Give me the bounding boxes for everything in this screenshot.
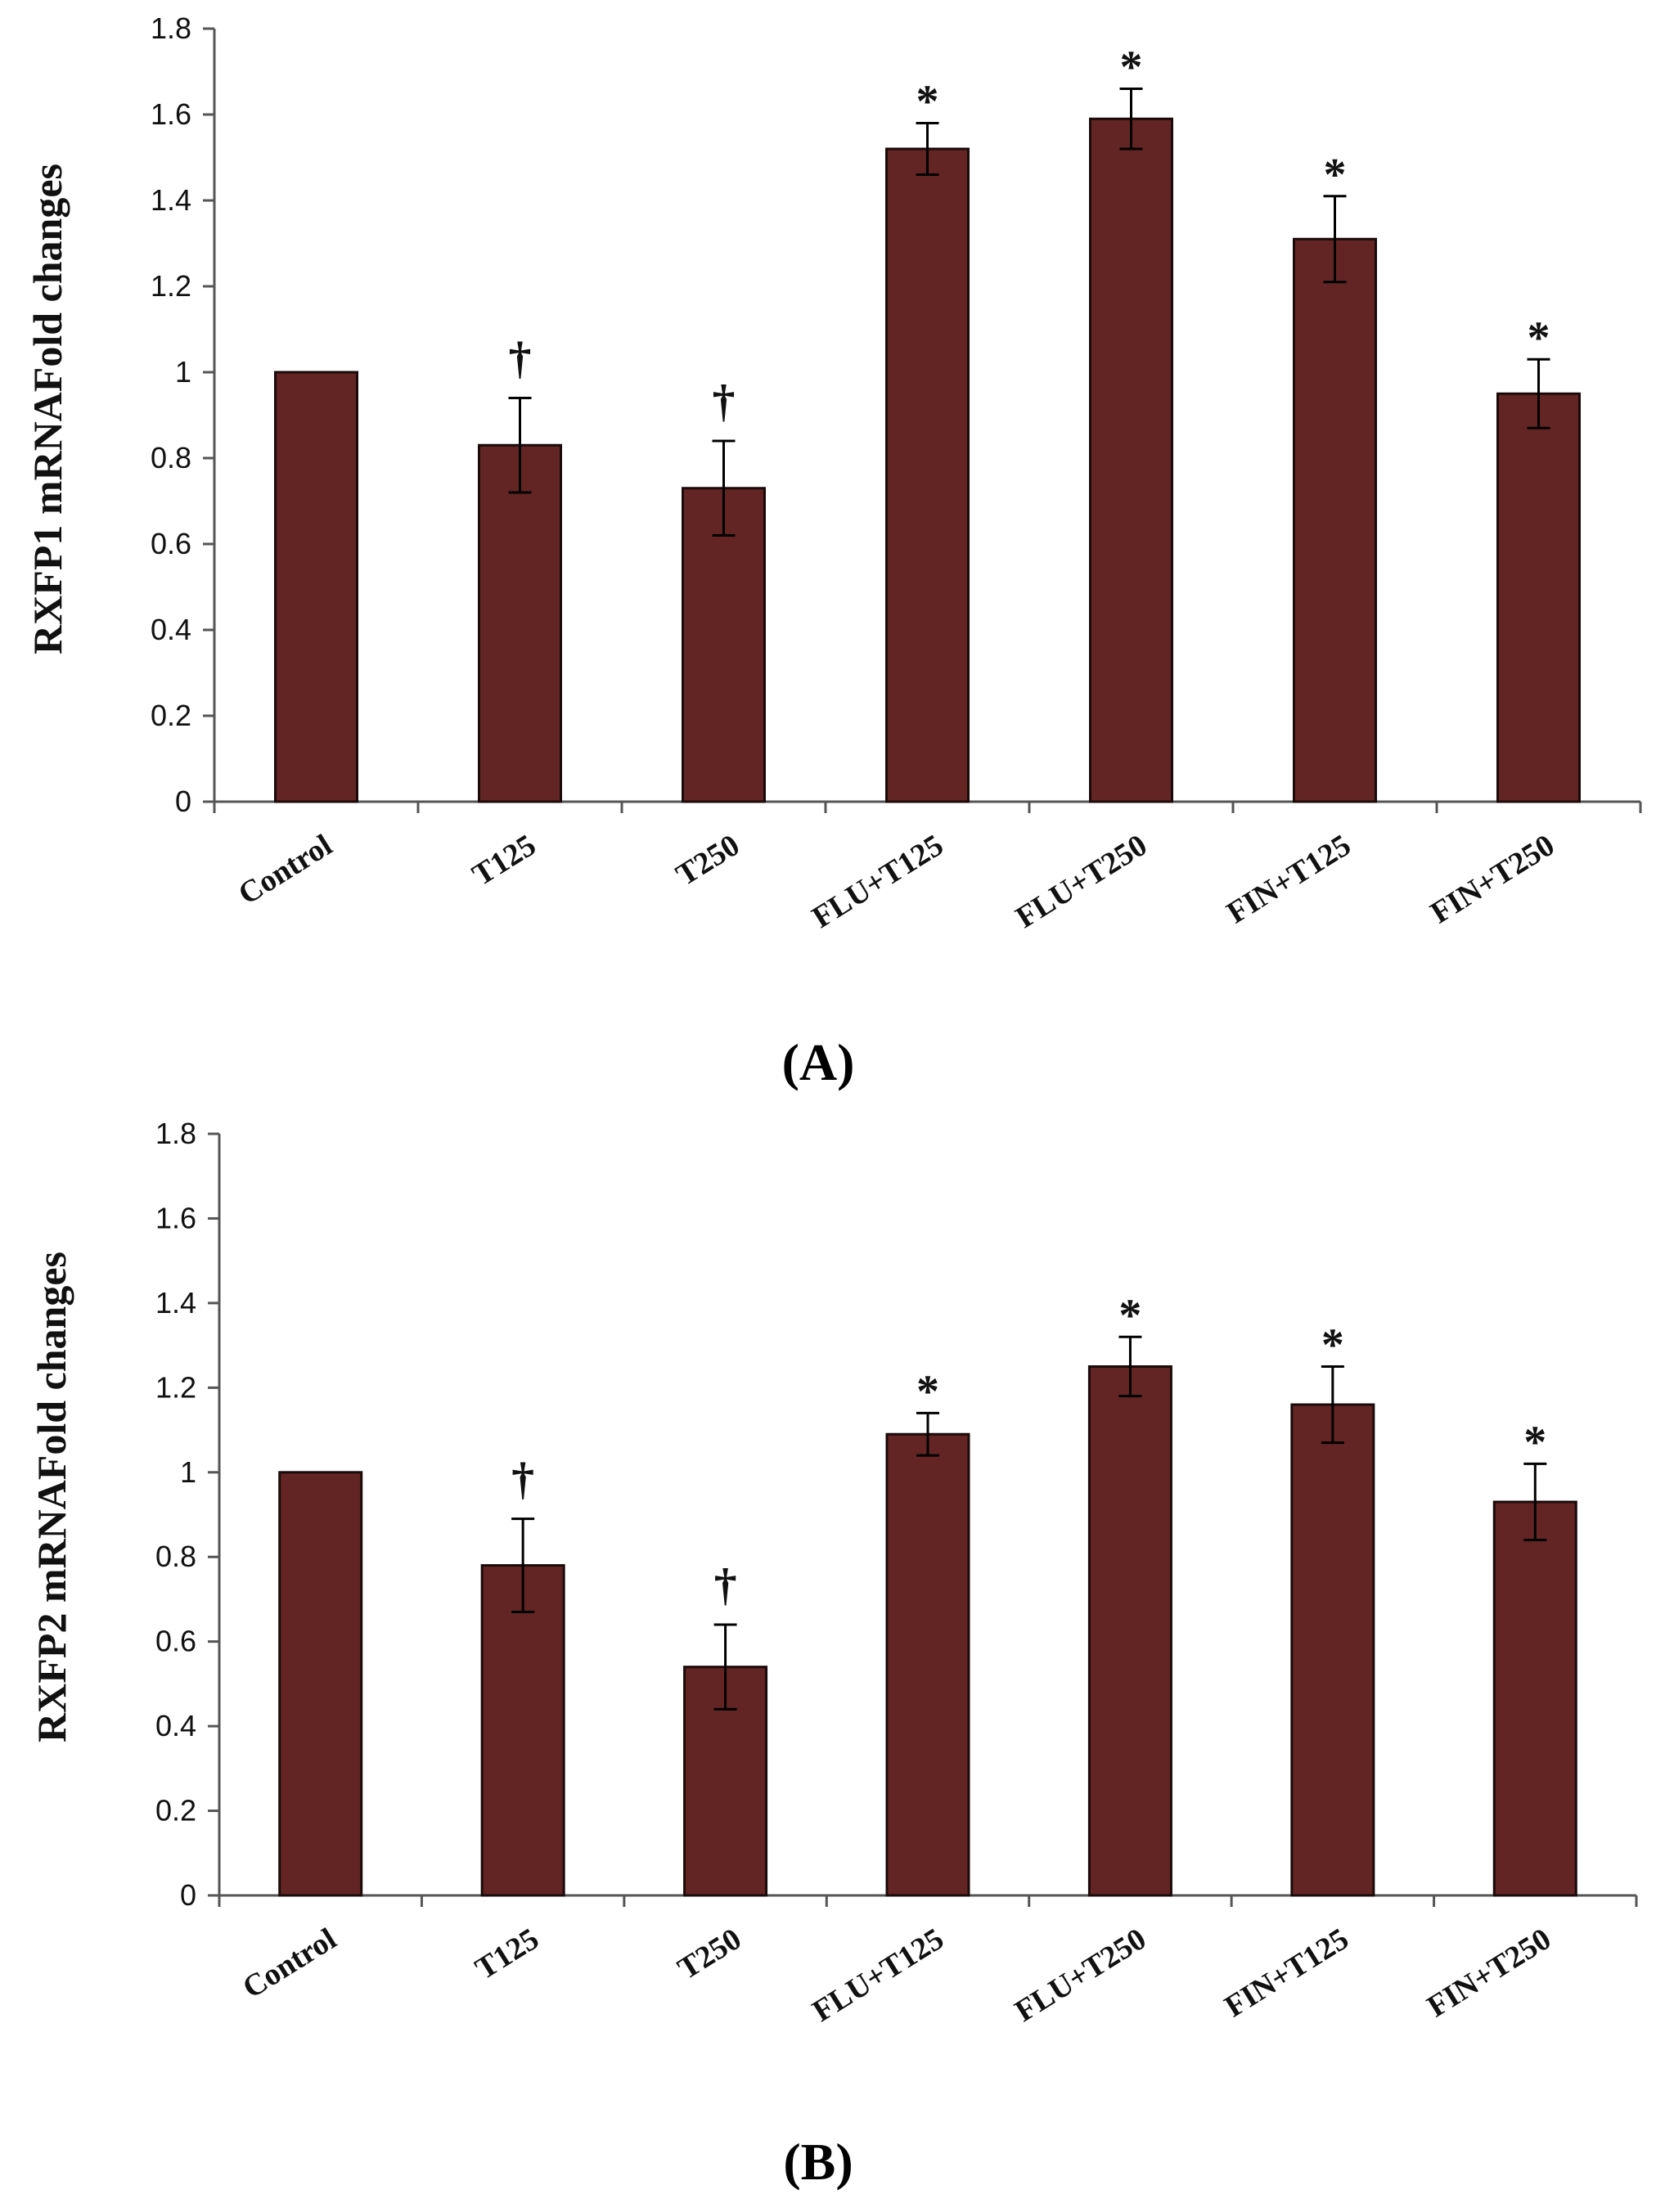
significance-mark: * (1120, 43, 1143, 93)
bar-t250 (682, 487, 766, 803)
x-tick-label: FLU+T250 (1009, 1922, 1152, 2029)
x-tick-label: T250 (670, 828, 745, 892)
significance-mark: * (1324, 150, 1347, 200)
y-axis-title: RXFP1 mRNAFold changes (25, 164, 70, 654)
y-tick-label: 1.2 (155, 1370, 196, 1404)
x-tick-label: FIN+T250 (1424, 828, 1560, 930)
x-tick-label: FIN+T125 (1219, 1922, 1355, 2024)
significance-mark: † (509, 334, 532, 384)
y-axis-title: RXFP2 mRNAFold changes (29, 1252, 74, 1742)
bar-fin-t125 (1290, 1403, 1375, 1897)
bar-fin-t125 (1293, 237, 1377, 803)
x-tick-label: FIN+T125 (1221, 828, 1357, 930)
y-tick-label: 0.8 (151, 441, 191, 474)
panel-a-chart: 0 0.2 0.4 0.6 0.8 1 1.2 1.4 1.6 1.8 Control † T125 † T… (25, 11, 1642, 1091)
y-tick-label: 0.6 (155, 1625, 196, 1658)
panel-b-chart: 0 0.2 0.4 0.6 0.8 1 1.2 1.4 1.6 1.8 Control † T125 † T… (29, 1117, 1638, 2191)
significance-mark: * (1523, 1417, 1546, 1468)
significance-mark: * (916, 1366, 939, 1417)
x-tick-label: FLU+T125 (807, 1922, 950, 2029)
x-tick-label: FLU+T125 (806, 828, 949, 935)
bar-flu-t250 (1087, 1365, 1172, 1897)
significance-mark: † (511, 1454, 534, 1505)
y-tick-label: 0.8 (155, 1540, 196, 1573)
y-tick-label: 1.4 (155, 1286, 196, 1320)
panel-label: (B) (783, 2133, 853, 2191)
y-tick-label: 1.8 (155, 1117, 196, 1150)
y-tick-label: 1 (180, 1455, 196, 1489)
y-tick-label: 0.6 (151, 527, 191, 560)
bar-flu-t125 (885, 147, 970, 803)
y-tick-label: 0.4 (155, 1709, 196, 1742)
panel-label: (A) (782, 1033, 855, 1091)
bar-control (274, 371, 358, 803)
y-tick-label: 0 (175, 785, 191, 818)
y-tick-label: 1.6 (151, 97, 191, 131)
bar-flu-t250 (1089, 117, 1173, 803)
significance-mark: * (916, 77, 939, 128)
x-tick-label: Control (236, 1922, 342, 2005)
significance-mark: † (713, 376, 736, 427)
y-tick-label: 1.6 (155, 1201, 196, 1234)
x-tick-label: FLU+T250 (1010, 828, 1153, 935)
bar-fin-t250 (1492, 1500, 1577, 1897)
y-tick-label: 0.2 (151, 699, 191, 732)
x-tick-label: Control (232, 828, 338, 911)
y-tick-label: 0 (180, 1878, 196, 1912)
y-tick-label: 1.8 (151, 11, 191, 45)
x-tick-label: T250 (672, 1922, 747, 1986)
bar-flu-t125 (885, 1432, 970, 1897)
bar-fin-t250 (1496, 392, 1581, 803)
bar-t125 (478, 443, 562, 803)
x-tick-label: T125 (466, 828, 542, 892)
significance-mark: * (1321, 1320, 1344, 1370)
y-tick-label: 1.4 (151, 183, 191, 217)
x-tick-label: FIN+T250 (1421, 1922, 1557, 2024)
y-tick-label: 1 (175, 355, 191, 389)
y-tick-label: 0.4 (151, 613, 191, 646)
bar-t125 (480, 1564, 565, 1897)
y-tick-label: 1.2 (151, 269, 191, 303)
y-tick-label: 0.2 (155, 1794, 196, 1828)
significance-mark: † (714, 1560, 737, 1611)
significance-mark: * (1528, 312, 1550, 363)
bar-control (278, 1471, 363, 1897)
significance-mark: * (1118, 1290, 1141, 1341)
x-tick-label: T125 (470, 1922, 545, 1986)
